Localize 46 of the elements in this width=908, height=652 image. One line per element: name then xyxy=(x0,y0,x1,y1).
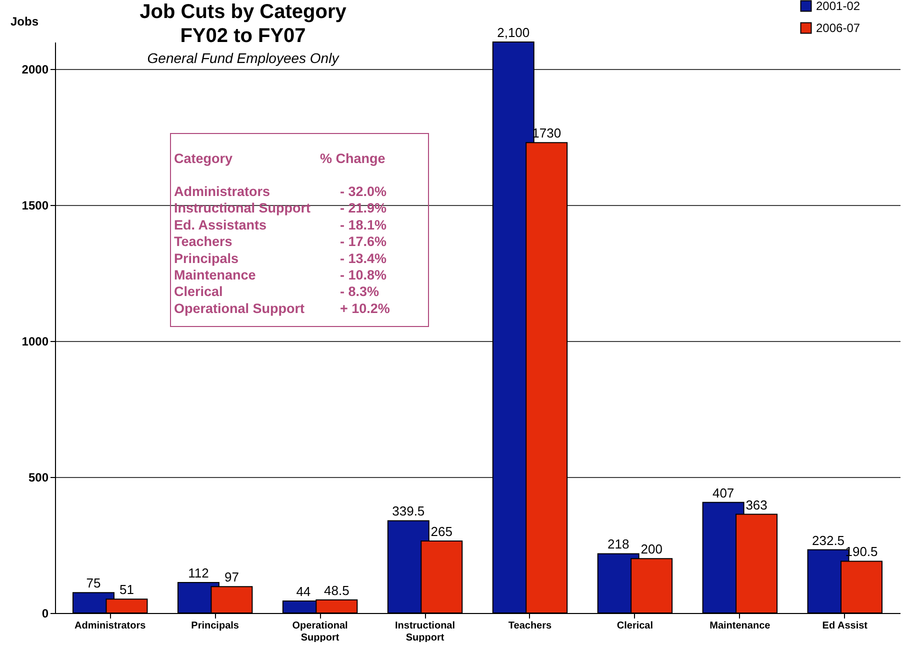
data-label: 232.5 xyxy=(812,532,845,548)
y-tick-label: 500 xyxy=(28,470,49,485)
annotation: Ed. Assistants xyxy=(174,217,267,232)
annotation: - 13.4% xyxy=(340,250,387,266)
annotation: Maintenance xyxy=(174,268,256,282)
y-tick-label: 1000 xyxy=(22,334,49,349)
x-tick-label: Teachers xyxy=(508,620,552,632)
annotation: - 10.8% xyxy=(340,268,387,282)
legend-label: 2001-02 xyxy=(816,0,860,13)
data-label: 200 xyxy=(640,542,662,557)
y-tick-label: 2000 xyxy=(22,62,49,77)
data-label: 363 xyxy=(746,497,768,512)
annotation: - 8.3% xyxy=(340,284,380,300)
data-label: 51 xyxy=(119,582,134,598)
x-tick-label: Principals xyxy=(191,620,240,632)
x-tick-label: Ed Assist xyxy=(822,620,868,632)
x-tick-label: Administrators xyxy=(74,620,146,632)
legend-label: 2006-07 xyxy=(816,21,860,35)
data-label: 339.5 xyxy=(392,504,425,519)
data-label: 75 xyxy=(86,576,101,591)
y-tick-label: 0 xyxy=(42,606,49,620)
data-label: 407 xyxy=(712,485,734,500)
annotation: Operational Support xyxy=(174,300,306,316)
data-label: 2,100 xyxy=(497,25,530,40)
annotation: Clerical xyxy=(174,284,223,300)
x-tick-label: Maintenance xyxy=(710,620,771,632)
data-label: 48.5 xyxy=(324,582,350,598)
annotation: Principals xyxy=(174,250,239,266)
annotation: Teachers xyxy=(174,234,232,250)
annotation: + 10.2% xyxy=(340,300,390,316)
y-tick-label: 1500 xyxy=(22,198,49,213)
data-label: 265 xyxy=(430,524,452,539)
annotation: - 17.6% xyxy=(340,234,387,250)
data-label: 97 xyxy=(224,570,239,585)
annotation: - 18.1% xyxy=(340,217,387,232)
x-tick-label: Clerical xyxy=(616,620,654,632)
chart-title: Job Cuts by Category FY02 to FY07 xyxy=(140,1,348,47)
annotation: - 32.0% xyxy=(340,184,387,199)
data-label: 218 xyxy=(607,536,630,552)
text: General Fund Employees Only xyxy=(147,50,340,66)
annotation: % Change xyxy=(320,151,386,166)
y-axis-title: Jobs xyxy=(10,14,39,28)
annotation: Administrators xyxy=(174,184,270,199)
data-label: 112 xyxy=(188,566,209,581)
data-label: 44 xyxy=(296,584,311,600)
annotation: Category xyxy=(174,151,234,166)
